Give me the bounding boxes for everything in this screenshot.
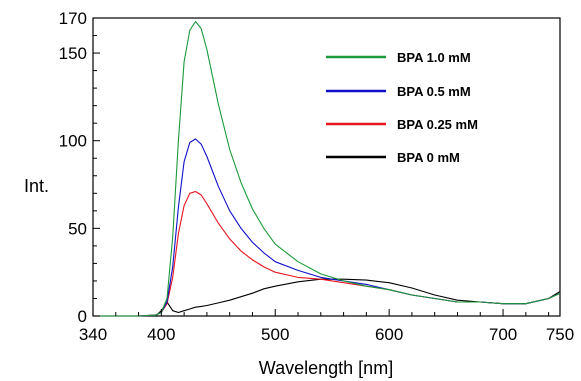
y-axis-title: Int.	[24, 176, 49, 196]
y-tick-label: 150	[59, 44, 87, 63]
legend: BPA 1.0 mM BPA 0.5 mM BPA 0.25 mM BPA 0 mM	[326, 50, 478, 165]
x-tick-label: 500	[261, 325, 289, 344]
x-tick-label: 700	[489, 325, 517, 344]
x-tick-label: 750	[546, 325, 574, 344]
legend-label: BPA 1.0 mM	[397, 50, 471, 65]
y-tick-label: 170	[59, 9, 87, 28]
y-tick-label: 50	[68, 219, 87, 238]
x-axis: 340 400 500 600 700 750	[79, 309, 574, 344]
legend-label: BPA 0 mM	[397, 150, 460, 165]
y-tick-label: 100	[59, 132, 87, 151]
series-line	[93, 190, 561, 317]
x-tick-label: 400	[147, 325, 175, 344]
series-line	[93, 20, 561, 317]
series-lines	[93, 20, 561, 317]
y-axis: 0 50 100 150 170	[59, 9, 100, 326]
x-tick-label: 340	[79, 325, 107, 344]
legend-label: BPA 0.5 mM	[397, 84, 471, 99]
plot-frame	[92, 17, 561, 317]
plot-border	[92, 17, 561, 317]
series-line	[93, 278, 561, 317]
legend-label: BPA 0.25 mM	[397, 117, 478, 132]
y-tick-label: 0	[78, 307, 87, 326]
series-line	[93, 138, 561, 317]
x-tick-label: 600	[375, 325, 403, 344]
x-axis-title: Wavelength [nm]	[259, 358, 393, 378]
